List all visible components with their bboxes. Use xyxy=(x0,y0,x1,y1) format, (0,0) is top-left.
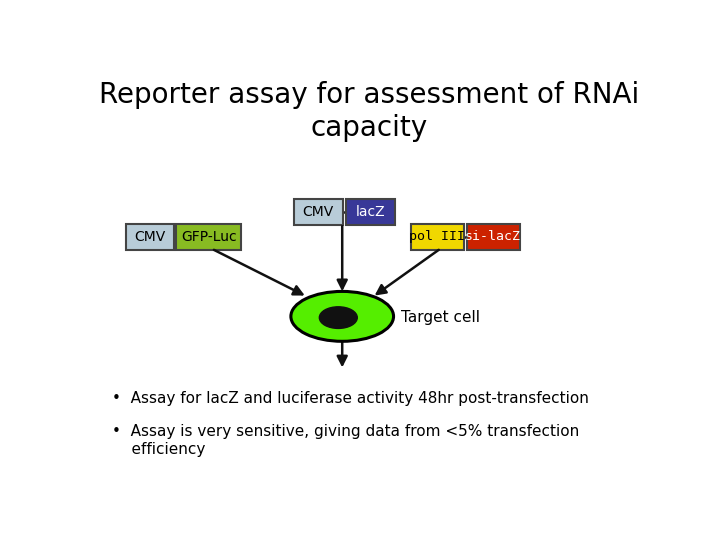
Ellipse shape xyxy=(320,307,357,328)
Text: Target cell: Target cell xyxy=(401,310,480,325)
Text: GFP-Luc: GFP-Luc xyxy=(181,230,236,244)
FancyBboxPatch shape xyxy=(411,224,464,250)
Text: •  Assay for lacZ and luciferase activity 48hr post-transfection: • Assay for lacZ and luciferase activity… xyxy=(112,391,589,406)
Text: pol III: pol III xyxy=(410,231,465,244)
FancyBboxPatch shape xyxy=(294,199,343,225)
FancyBboxPatch shape xyxy=(346,199,395,225)
Text: si-lacZ: si-lacZ xyxy=(465,231,521,244)
Text: Reporter assay for assessment of RNAi
capacity: Reporter assay for assessment of RNAi ca… xyxy=(99,82,639,142)
Text: •  Assay is very sensitive, giving data from <5% transfection
    efficiency: • Assay is very sensitive, giving data f… xyxy=(112,424,580,457)
FancyBboxPatch shape xyxy=(126,224,174,250)
Ellipse shape xyxy=(291,292,394,341)
Text: CMV: CMV xyxy=(302,205,334,219)
FancyBboxPatch shape xyxy=(176,224,240,250)
Text: lacZ: lacZ xyxy=(355,205,385,219)
FancyBboxPatch shape xyxy=(467,224,520,250)
Text: CMV: CMV xyxy=(135,230,166,244)
